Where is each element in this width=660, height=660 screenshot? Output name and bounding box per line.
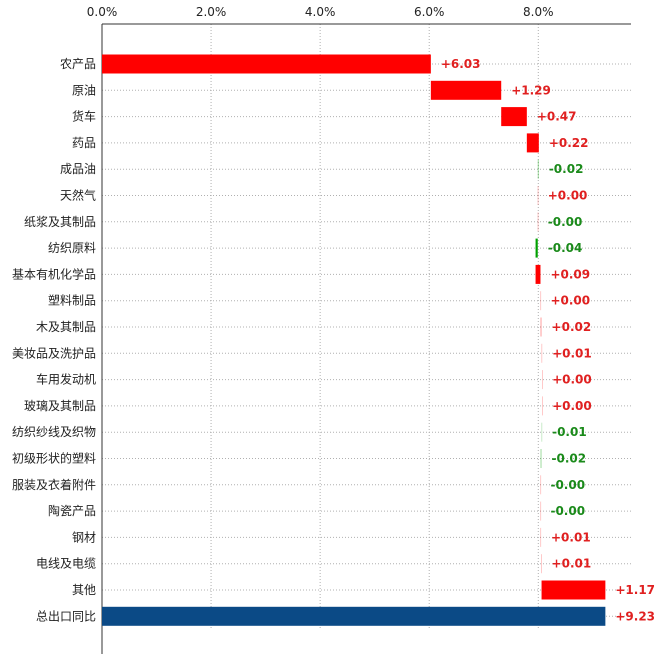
bar-13 <box>542 396 543 416</box>
value-label: +6.03 <box>441 57 481 71</box>
value-label: +0.00 <box>548 189 588 203</box>
label-layer: 农产品 +6.03 原油 +1.29 货车 +0.47 药品 +0.22 成品油 -0.02 天然气… <box>12 57 655 623</box>
x-tick-label: 4.0% <box>305 5 336 19</box>
bar-3 <box>526 133 539 153</box>
bar-4 <box>537 159 539 179</box>
value-label: +0.00 <box>550 294 590 308</box>
value-label: -0.02 <box>552 452 587 466</box>
bar-0 <box>102 54 431 74</box>
value-label: +0.00 <box>552 373 592 387</box>
bar-18 <box>540 527 542 547</box>
bar-8 <box>535 264 541 284</box>
value-label: -0.01 <box>552 425 587 439</box>
category-label: 总出口同比 <box>36 609 96 623</box>
bar-19 <box>541 554 542 574</box>
value-label: +0.01 <box>552 346 592 360</box>
axis-layer: 0.0% 2.0% 4.0% 6.0% 8.0% <box>87 5 631 654</box>
category-label: 车用发动机 <box>36 372 96 387</box>
value-label: +0.01 <box>551 530 591 544</box>
bar-17 <box>540 501 542 521</box>
category-label: 服装及衣着附件 <box>12 477 96 492</box>
x-tick-label: 8.0% <box>523 5 554 19</box>
category-label: 基本有机化学品 <box>12 266 96 281</box>
category-label: 美妆品及洗护品 <box>12 346 96 360</box>
category-label: 钢材 <box>72 530 96 544</box>
category-label: 纸浆及其制品 <box>24 214 96 229</box>
bar-6 <box>537 212 539 232</box>
category-label: 陶瓷产品 <box>48 503 96 518</box>
value-label: -0.04 <box>548 241 583 255</box>
value-label: +9.23 <box>615 609 655 623</box>
category-label: 天然气 <box>60 188 96 203</box>
value-label: +0.47 <box>537 110 577 124</box>
category-label: 原油 <box>72 83 96 97</box>
bar-15 <box>540 449 542 468</box>
category-label: 成品油 <box>60 162 96 176</box>
value-label: +0.22 <box>549 136 589 150</box>
value-label: +1.29 <box>511 83 551 97</box>
bar-10 <box>540 317 542 337</box>
bar-layer <box>102 54 606 626</box>
x-tick-label: 2.0% <box>196 5 227 19</box>
bar-21 <box>102 606 606 626</box>
bar-16 <box>540 475 542 495</box>
category-label: 初级形状的塑料 <box>12 451 96 466</box>
x-tick-label: 0.0% <box>87 5 118 19</box>
value-label: +0.09 <box>550 267 590 281</box>
value-label: -0.02 <box>549 162 584 176</box>
bar-1 <box>430 80 502 100</box>
x-tick-label: 6.0% <box>414 5 445 19</box>
category-label: 农产品 <box>60 57 96 71</box>
value-label: -0.00 <box>550 478 585 492</box>
category-label: 货车 <box>72 109 96 124</box>
bar-9 <box>540 291 542 311</box>
bar-5 <box>537 186 539 205</box>
bar-7 <box>535 238 538 258</box>
category-label: 药品 <box>72 136 96 150</box>
value-label: -0.00 <box>550 504 585 518</box>
category-label: 玻璃及其制品 <box>24 399 96 413</box>
value-label: -0.00 <box>548 215 583 229</box>
category-label: 塑料制品 <box>48 293 96 308</box>
category-label: 纺织原料 <box>48 241 96 255</box>
bar-20 <box>541 580 606 600</box>
bar-11 <box>541 343 543 363</box>
category-label: 木及其制品 <box>36 320 96 334</box>
bar-12 <box>542 370 543 390</box>
category-label: 其他 <box>72 583 96 597</box>
value-label: +0.01 <box>552 557 592 571</box>
grid-layer <box>102 24 631 628</box>
value-label: +0.02 <box>552 320 592 334</box>
category-label: 电线及电缆 <box>36 557 96 571</box>
value-label: +1.17 <box>615 583 655 597</box>
category-label: 纺织纱线及织物 <box>12 425 96 439</box>
bar-14 <box>541 422 543 442</box>
value-label: +0.00 <box>552 399 592 413</box>
bar-2 <box>501 107 527 127</box>
